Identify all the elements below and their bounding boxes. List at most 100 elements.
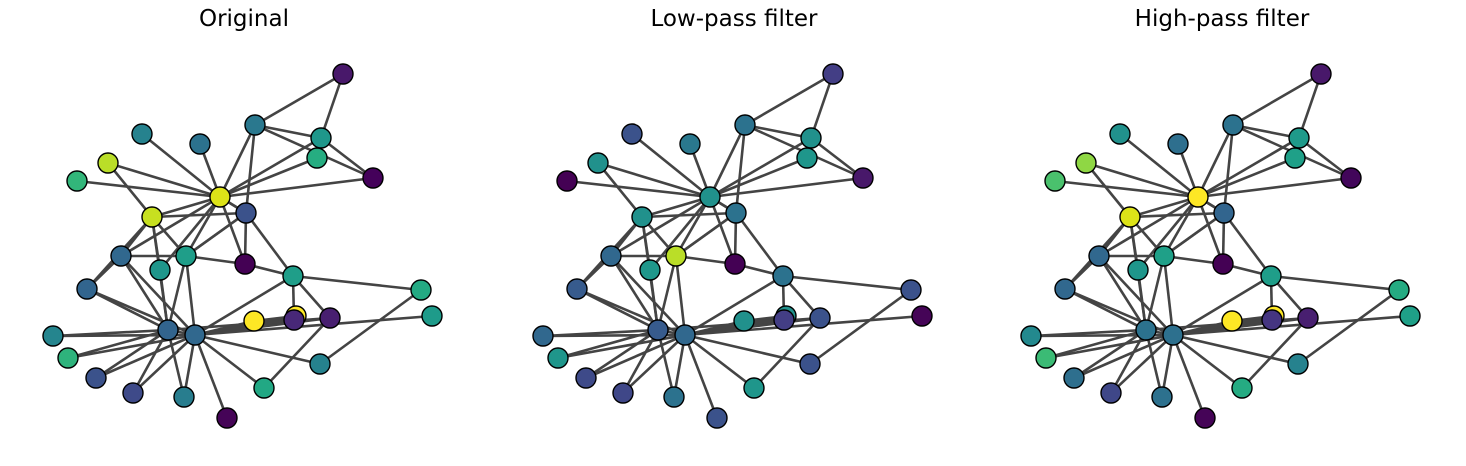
graph-edge <box>1119 132 1199 199</box>
graph-edge <box>648 196 712 271</box>
graph-node <box>809 307 831 329</box>
graph-node <box>575 367 597 389</box>
graph-node <box>621 123 643 145</box>
graph-node <box>234 253 256 275</box>
graph-edge <box>292 274 422 292</box>
graph-edge <box>709 176 864 199</box>
graph-edge <box>684 333 755 390</box>
graph-edge <box>1073 328 1147 380</box>
graph-edge <box>708 124 747 198</box>
graph-node <box>57 347 79 369</box>
graph-node <box>1153 245 1175 267</box>
graph-edge <box>218 196 247 265</box>
graph-node <box>362 167 384 189</box>
graph-edge <box>1270 274 1400 292</box>
network-graph <box>532 63 933 429</box>
panel-high-pass-filter: High-pass filter <box>978 0 1466 466</box>
node-layer <box>42 63 443 429</box>
graph-node <box>243 310 265 332</box>
graph-node <box>173 386 195 408</box>
graph-edge <box>734 124 747 214</box>
graph-node <box>532 325 554 347</box>
graph-edge <box>744 72 834 127</box>
graph-node <box>1310 63 1332 85</box>
graph-edge <box>1162 196 1200 257</box>
node-layer <box>1020 63 1421 429</box>
graph-node <box>189 133 211 155</box>
graph-edge <box>319 288 422 366</box>
graph-node <box>674 324 696 346</box>
graph-edge <box>106 162 154 218</box>
graph-node <box>1399 305 1421 327</box>
graph-edge <box>151 195 221 219</box>
graph-edge <box>1064 287 1174 337</box>
graph-edge <box>185 211 247 258</box>
graph-edge <box>675 211 737 258</box>
graph-edge <box>1172 274 1272 337</box>
graph-edge <box>576 287 686 337</box>
graph-edge <box>132 334 196 394</box>
graph-edge <box>1172 333 1243 390</box>
graph-edge <box>610 255 686 336</box>
graph-node <box>184 324 206 346</box>
graph-node <box>733 310 755 332</box>
graph-edge <box>1163 211 1225 258</box>
panel-title: Original <box>198 6 289 32</box>
graph-node <box>1260 265 1282 287</box>
panel-title: Low-pass filter <box>650 6 818 32</box>
graph-edge <box>1222 212 1273 277</box>
edge-layer <box>1030 72 1411 419</box>
graph-node <box>310 127 332 149</box>
graph-edge <box>1162 255 1175 336</box>
graph-edge <box>1129 211 1225 219</box>
graph-edge <box>656 329 676 398</box>
graph-edge <box>566 179 711 199</box>
graph-node <box>911 305 933 327</box>
graph-edge <box>1136 196 1200 271</box>
graph-node <box>743 377 765 399</box>
graph-edge <box>1144 255 1166 331</box>
graph-node <box>1194 407 1216 429</box>
graph-edge <box>194 333 265 390</box>
graph-edge <box>674 196 712 257</box>
graph-edge <box>166 255 188 331</box>
graph-edge <box>656 255 678 331</box>
graph-edge <box>194 333 321 366</box>
graph-edge <box>219 176 374 199</box>
graph-node <box>706 407 728 429</box>
graph-node <box>283 309 305 331</box>
graph-node <box>66 170 88 192</box>
graph-node <box>796 147 818 169</box>
graph-node <box>1231 377 1253 399</box>
graph-edge <box>1196 196 1225 265</box>
graph-edge <box>194 274 294 337</box>
graph-edge <box>263 317 331 389</box>
graph-edge <box>744 123 812 140</box>
graph-edge <box>218 124 257 198</box>
graph-node <box>235 202 257 224</box>
graph-edge <box>1129 195 1199 219</box>
graph-node <box>1044 170 1066 192</box>
graph-edge <box>1222 124 1235 214</box>
graph-node <box>110 245 132 267</box>
graph-edge <box>1172 314 1411 337</box>
edge-layer <box>52 72 433 419</box>
graph-edge <box>683 334 719 419</box>
graph-node <box>1109 123 1131 145</box>
graph-edge <box>76 179 221 199</box>
graph-node <box>547 347 569 369</box>
graph-node <box>1213 202 1235 224</box>
graph-node <box>282 265 304 287</box>
graph-edge <box>184 255 197 336</box>
graph-node <box>209 186 231 208</box>
graph-node <box>1035 347 1057 369</box>
graph-edge <box>120 255 196 336</box>
graph-edge <box>609 255 660 331</box>
graph-edge <box>166 329 186 398</box>
graph-edge <box>95 333 196 380</box>
graph-edge <box>194 314 433 337</box>
panel-low-pass-filter: Low-pass filter <box>490 0 978 466</box>
graph-edge <box>1054 179 1199 199</box>
graph-node <box>699 186 721 208</box>
graph-edge <box>809 73 835 139</box>
